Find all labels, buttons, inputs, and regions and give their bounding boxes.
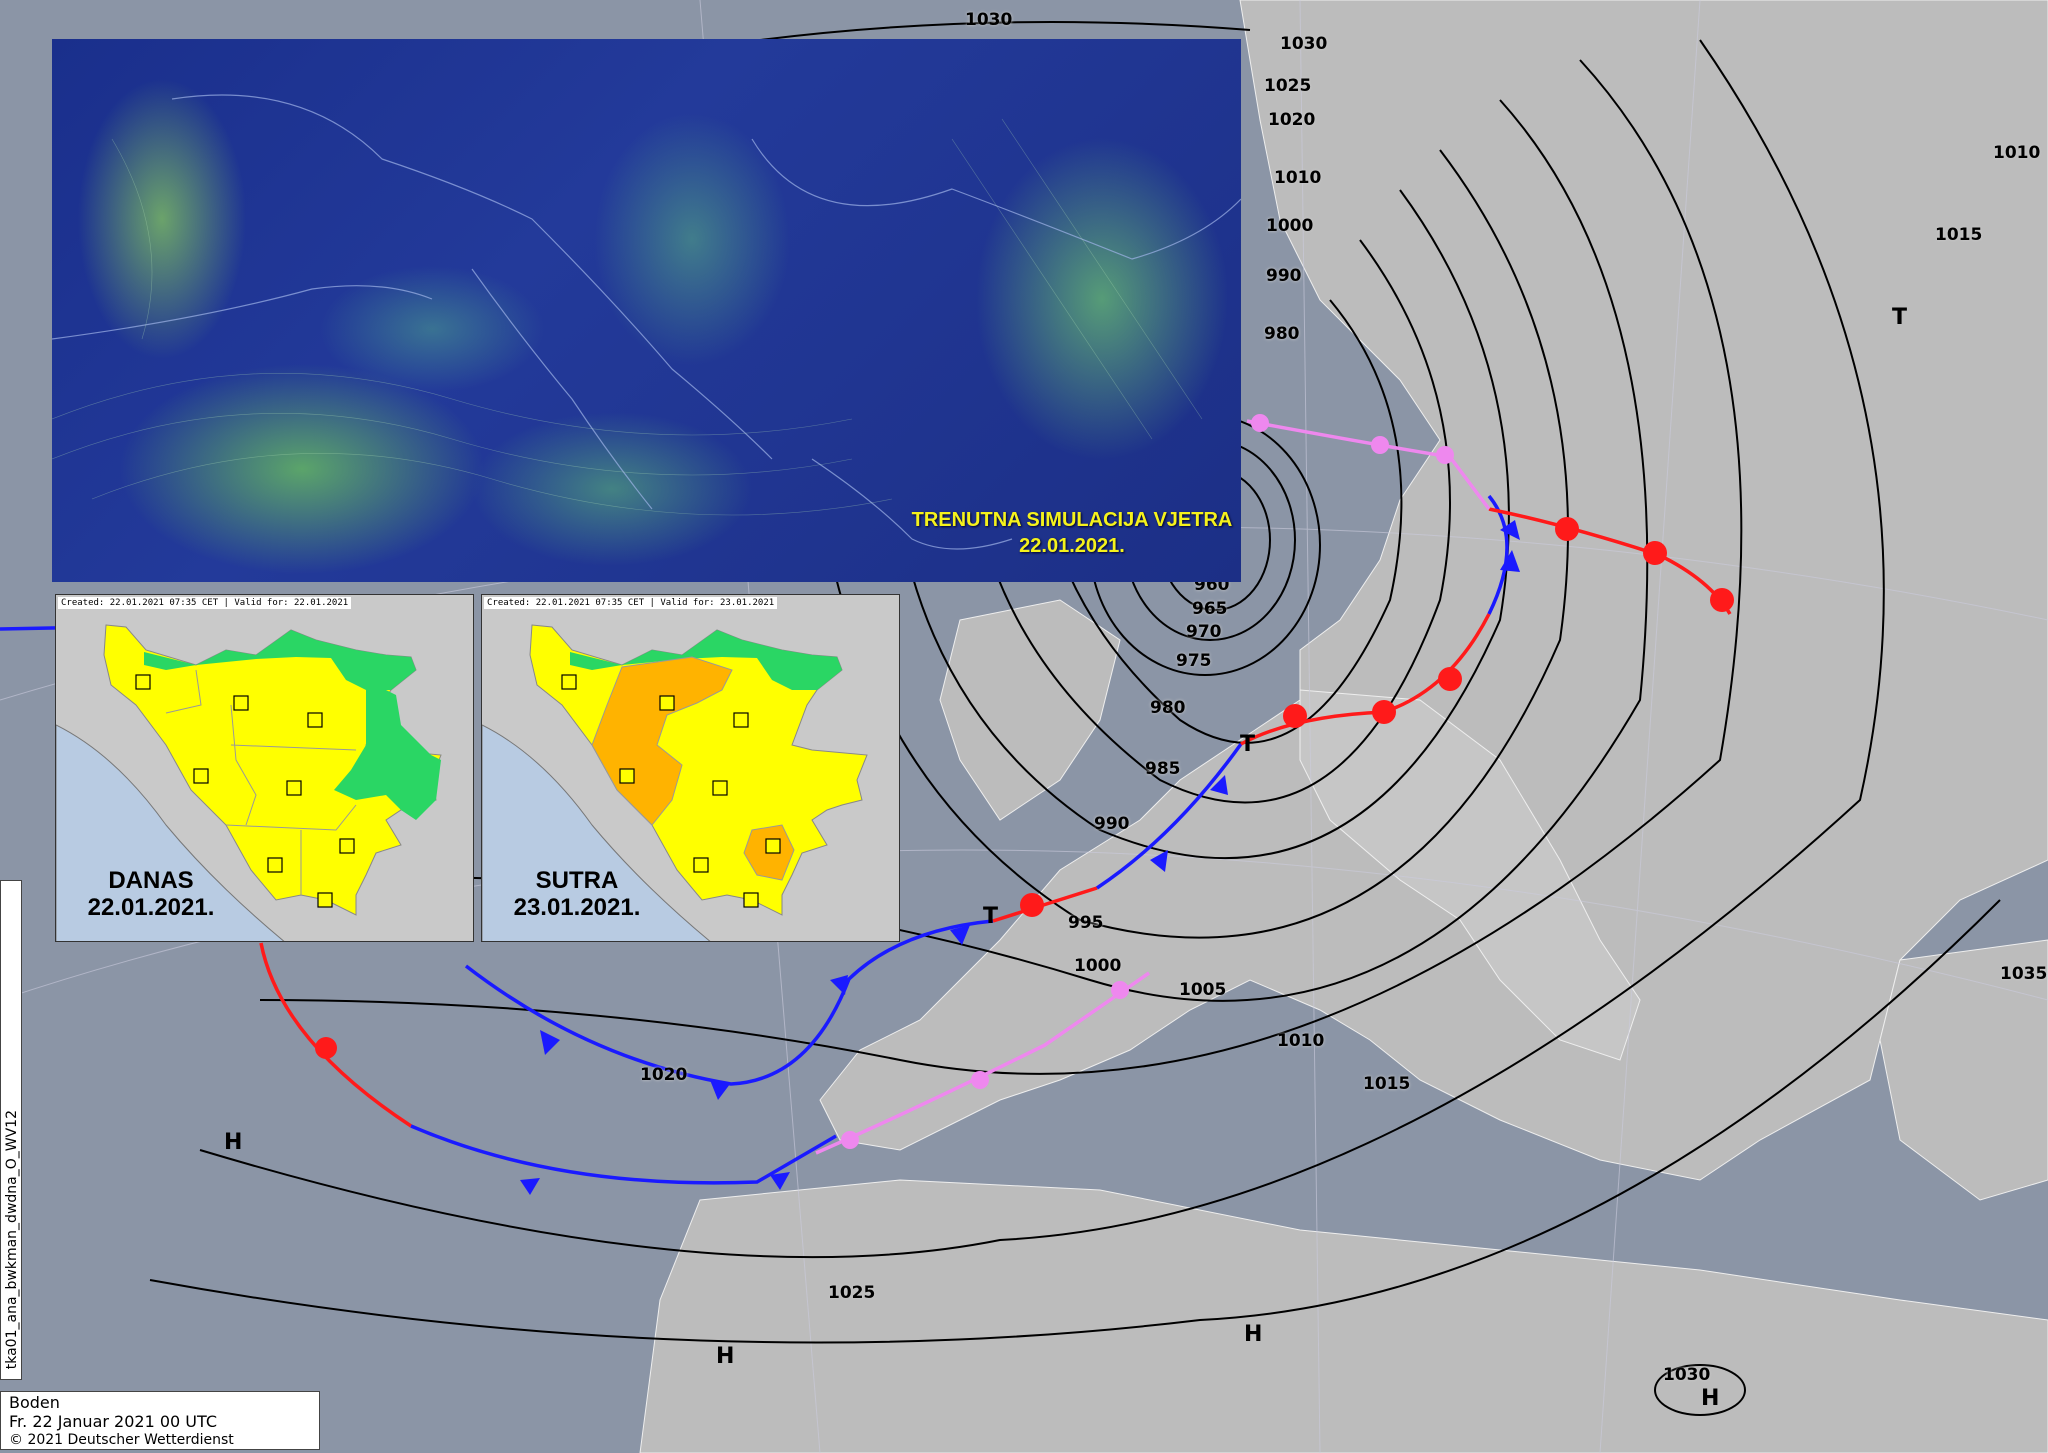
landmass xyxy=(639,0,2048,1453)
product-id: tka01_ana_bwkman_dwdna_O_WV12 xyxy=(4,1109,20,1369)
bosnia-warning-map xyxy=(482,624,868,941)
isobar-label: 1015 xyxy=(1935,225,1983,245)
high-pressure-center: H xyxy=(1244,1322,1263,1347)
coastlines xyxy=(52,94,1241,550)
day-caption: DANAS 22.01.2021. xyxy=(66,867,236,921)
product-id-strip: tka01_ana_bwkman_dwdna_O_WV12 xyxy=(0,880,22,1380)
cold-front xyxy=(1487,494,1509,615)
low-pressure-center: T xyxy=(983,904,999,929)
day-date: 22.01.2021. xyxy=(87,894,215,921)
high-pressure-center: H xyxy=(1701,1386,1720,1411)
fronts xyxy=(0,419,1732,1185)
isobar-label: 1025 xyxy=(1264,76,1312,96)
warning-map-tomorrow: Created: 22.01.2021 07:35 CET | Valid fo… xyxy=(481,594,900,942)
wind-simulation-inset: TRENUTNA SIMULACIJA VJETRA 22.01.2021. xyxy=(52,39,1241,582)
warm-front xyxy=(259,942,412,1128)
wind-warning-icons xyxy=(561,674,781,908)
isobar-label: 995 xyxy=(1068,913,1104,933)
low-pressure-center: T xyxy=(1892,305,1908,330)
wind-inset-title: TRENUTNA SIMULACIJA VJETRA xyxy=(911,509,1233,531)
day-label: SUTRA xyxy=(535,867,619,894)
layer-label: Boden xyxy=(9,1393,60,1412)
region-green xyxy=(144,630,416,690)
isobar-label: 1005 xyxy=(1179,980,1227,1000)
bosnia-warning-map xyxy=(56,624,442,941)
isobar-label: 990 xyxy=(1094,814,1130,834)
isobar-label: 1020 xyxy=(1268,110,1316,130)
wind-warning-icons xyxy=(135,674,355,908)
day-label: DANAS xyxy=(108,867,194,894)
isobar-label: 975 xyxy=(1176,651,1212,671)
warm-front xyxy=(992,886,1098,923)
wind-inset-caption: TRENUTNA SIMULACIJA VJETRA 22.01.2021. xyxy=(862,507,1241,559)
region-green xyxy=(570,630,842,690)
front-symbols xyxy=(315,414,1734,1195)
isobar-label: 1035 xyxy=(2000,964,2048,984)
isobar-label: 1030 xyxy=(1280,34,1328,54)
high-pressure-center: H xyxy=(224,1130,243,1155)
isobar-label: 1020 xyxy=(640,1065,688,1085)
day-date: 23.01.2021. xyxy=(513,894,641,921)
region-green xyxy=(334,690,441,820)
cold-front xyxy=(1096,742,1243,890)
high-pressure-center: H xyxy=(716,1344,735,1369)
wind-inset-date: 22.01.2021. xyxy=(1019,535,1125,557)
isobar-label: 1000 xyxy=(1074,956,1122,976)
created-valid-stamp: Created: 22.01.2021 07:35 CET | Valid fo… xyxy=(484,597,778,609)
isobar-label: 1010 xyxy=(1993,143,2041,163)
isobar-label: 1010 xyxy=(1277,1031,1325,1051)
isobar-label: 1030 xyxy=(1663,1365,1711,1385)
isobar-label: 1015 xyxy=(1363,1074,1411,1094)
isobar-label: 985 xyxy=(1145,759,1181,779)
cold-front xyxy=(464,919,994,1086)
isobar-label: 1025 xyxy=(828,1283,876,1303)
isobar-label: 965 xyxy=(1192,599,1228,619)
isobar-label: 1010 xyxy=(1274,168,1322,188)
map-datetime: Fr. 22 Januar 2021 00 UTC xyxy=(9,1412,218,1431)
isobar-label: 990 xyxy=(1266,266,1302,286)
low-pressure-center: T xyxy=(1240,732,1256,757)
warning-map-today: Created: 22.01.2021 07:35 CET | Valid fo… xyxy=(55,594,474,942)
cold-front xyxy=(410,1124,837,1185)
isobar-label: 1030 xyxy=(965,10,1013,30)
map-legend: Boden Fr. 22 Januar 2021 00 UTC © 2021 D… xyxy=(0,1391,320,1450)
day-caption: SUTRA 23.01.2021. xyxy=(492,867,662,921)
isobar-label: 980 xyxy=(1264,324,1300,344)
isobar-label: 1000 xyxy=(1266,216,1314,236)
created-valid-stamp: Created: 22.01.2021 07:35 CET | Valid fo… xyxy=(58,597,352,609)
isobar-label: 980 xyxy=(1150,698,1186,718)
copyright: © 2021 Deutscher Wetterdienst xyxy=(9,1432,234,1448)
isobar-label: 970 xyxy=(1186,622,1222,642)
